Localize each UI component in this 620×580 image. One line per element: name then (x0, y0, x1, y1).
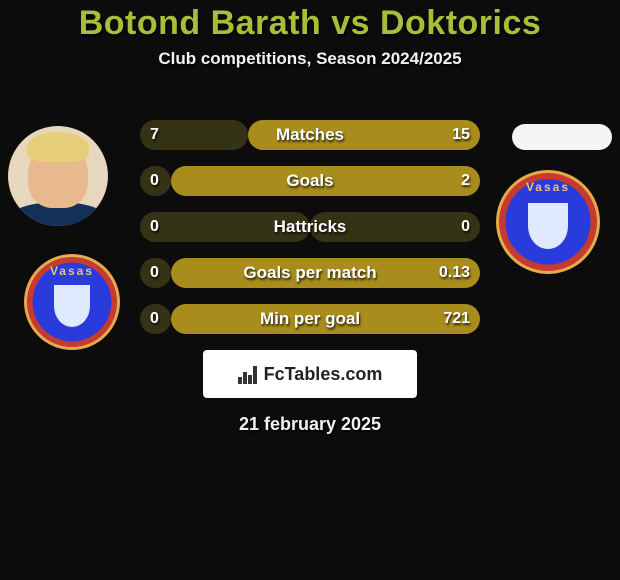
stat-value-left: 0 (150, 166, 159, 196)
chart-icon (238, 364, 258, 384)
stat-label: Goals (140, 166, 480, 196)
date-line: 21 february 2025 (0, 414, 620, 435)
vasas-badge-right: Vasas (496, 170, 600, 274)
avatar-hair (27, 132, 89, 162)
club-crest-right: Vasas (496, 170, 600, 274)
watermark-badge: FcTables.com (203, 350, 417, 398)
watermark-label: FcTables.com (264, 364, 383, 385)
stat-row: Goals0 2 (140, 166, 480, 196)
stat-label: Hattricks (140, 212, 480, 242)
vasas-shield-right (528, 203, 568, 249)
stat-value-right: 15 (452, 120, 470, 150)
vasas-badge-text: Vasas (496, 180, 600, 194)
stats-area: Matches715Goals02Hattricks00Goals per ma… (140, 120, 480, 350)
stat-value-right: 0.13 (439, 258, 470, 288)
stat-label: Min per goal (140, 304, 480, 334)
subtitle: Club competitions, Season 2024/2025 (0, 49, 620, 69)
stat-value-left: 0 (150, 258, 159, 288)
vasas-shield-left (54, 285, 90, 327)
club-crest-left: Vasas (24, 254, 120, 350)
watermark-wrap: FcTables.com 21 february 2025 (0, 350, 620, 435)
stat-label: Matches (140, 120, 480, 150)
compare-card: Botond Barath vs Doktorics Club competit… (0, 0, 620, 580)
stat-row: Hattricks0 0 (140, 212, 480, 242)
player-right-avatar (512, 124, 612, 150)
stat-value-right: 721 (443, 304, 470, 334)
player-left-avatar (8, 126, 108, 226)
stat-value-left: 0 (150, 304, 159, 334)
stat-value-right: 0 (461, 212, 470, 242)
stat-value-left: 7 (150, 120, 159, 150)
stat-value-right: 2 (461, 166, 470, 196)
stat-label: Goals per match (140, 258, 480, 288)
stat-row: Min per goal0 721 (140, 304, 480, 334)
stat-value-left: 0 (150, 212, 159, 242)
vasas-badge-text: Vasas (24, 264, 120, 278)
page-title: Botond Barath vs Doktorics (0, 0, 620, 43)
stat-row: Goals per match0 0.13 (140, 258, 480, 288)
vasas-badge-left: Vasas (24, 254, 120, 350)
stat-row: Matches7 15 (140, 120, 480, 150)
